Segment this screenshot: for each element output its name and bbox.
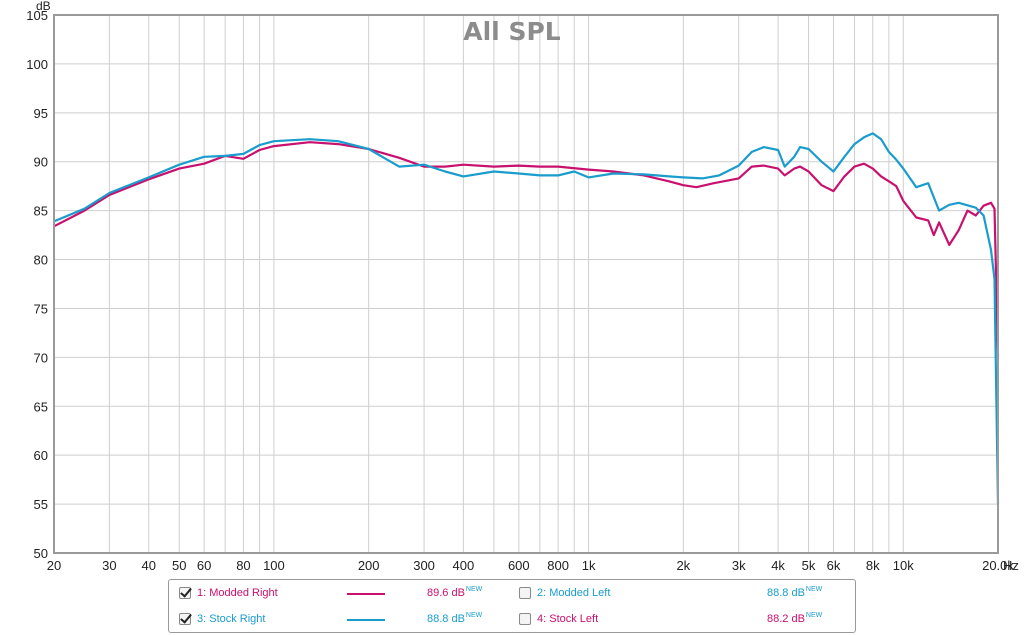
- spl-chart: 20 30 40 50 60 80 100 200 300 400 600 800 1k 2k 3k 4k 5k…: [26, 0, 1019, 573]
- x-tick-label: 600: [508, 558, 530, 573]
- series-line-3-stock-right: [53, 132, 1000, 505]
- legend-level-modded-right: 89.6 dBNEW: [427, 586, 483, 599]
- plot-frame: [53, 14, 999, 554]
- y-tick-label: 95: [34, 106, 48, 121]
- series-line-1-modded-right: [53, 141, 1000, 358]
- legend-panel: 1: Modded Right 89.6 dBNEW 2: Modded Lef…: [168, 579, 856, 633]
- legend-level-stock-left: 88.2 dBNEW: [767, 612, 823, 625]
- checkbox-stock-left[interactable]: [519, 613, 531, 625]
- y-tick-label: 85: [34, 204, 48, 219]
- legend-label-stock-left: 4: Stock Left: [537, 613, 599, 625]
- x-tick-label: 3k: [732, 558, 746, 573]
- legend-swatch-modded-right: [347, 593, 385, 595]
- series-lines: [53, 132, 1000, 505]
- x-tick-label: 40: [141, 558, 155, 573]
- legend-item-modded-left[interactable]: 2: Modded Left: [519, 583, 610, 603]
- x-tick-label: 8k: [866, 558, 880, 573]
- x-tick-label: 30: [102, 558, 116, 573]
- legend-item-stock-left[interactable]: 4: Stock Left: [519, 609, 598, 629]
- x-tick-label: 20: [47, 558, 61, 573]
- y-tick-label: 100: [26, 57, 48, 72]
- y-tick-label: 105: [26, 8, 48, 23]
- x-tick-label: 2k: [676, 558, 690, 573]
- y-axis-unit: dB: [36, 0, 51, 13]
- legend-label-modded-left: 2: Modded Left: [537, 587, 611, 599]
- x-tick-label: 5k: [802, 558, 816, 573]
- legend-level-modded-left: 88.8 dBNEW: [767, 586, 823, 599]
- legend-item-stock-right[interactable]: 3: Stock Right: [179, 609, 265, 629]
- legend-item-modded-right[interactable]: 1: Modded Right: [179, 583, 278, 603]
- checkbox-stock-right[interactable]: [179, 613, 191, 625]
- legend-level-stock-right: 88.8 dBNEW: [427, 612, 483, 625]
- legend-label-stock-right: 3: Stock Right: [197, 613, 266, 625]
- legend-label-modded-right: 1: Modded Right: [197, 587, 278, 599]
- checkbox-modded-right[interactable]: [179, 587, 191, 599]
- x-axis-unit: Hz: [1003, 558, 1019, 573]
- y-tick-labels: 50 55 60 65 70 75 80 85 90 95 100 105: [26, 8, 48, 561]
- x-tick-label: 100: [263, 558, 285, 573]
- chart-title: All SPL: [463, 17, 561, 46]
- x-tick-label: 1k: [582, 558, 596, 573]
- plot-area: [54, 15, 998, 553]
- legend-swatch-stock-right: [347, 619, 385, 621]
- checkbox-modded-left[interactable]: [519, 587, 531, 599]
- x-tick-labels: 20 30 40 50 60 80 100 200 300 400 600 800 1k 2k 3k 4k 5k…: [47, 558, 1015, 573]
- y-tick-label: 60: [34, 448, 48, 463]
- y-tick-label: 55: [34, 497, 48, 512]
- y-tick-label: 80: [34, 253, 48, 268]
- x-tick-label: 60: [197, 558, 211, 573]
- x-tick-label: 20.0k: [982, 558, 1014, 573]
- x-tick-label: 4k: [771, 558, 785, 573]
- x-tick-label: 800: [547, 558, 569, 573]
- x-tick-label: 300: [413, 558, 435, 573]
- x-tick-label: 200: [358, 558, 380, 573]
- x-tick-label: 10k: [893, 558, 914, 573]
- y-tick-label: 75: [34, 301, 48, 316]
- y-tick-label: 65: [34, 399, 48, 414]
- x-tick-label: 6k: [827, 558, 841, 573]
- y-tick-label: 70: [34, 350, 48, 365]
- y-tick-label: 90: [34, 155, 48, 170]
- x-tick-label: 50: [172, 558, 186, 573]
- y-tick-label: 50: [34, 546, 48, 561]
- x-tick-label: 400: [453, 558, 475, 573]
- x-tick-label: 80: [236, 558, 250, 573]
